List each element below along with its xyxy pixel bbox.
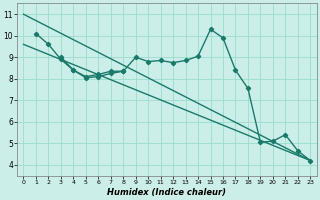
X-axis label: Humidex (Indice chaleur): Humidex (Indice chaleur) (108, 188, 226, 197)
